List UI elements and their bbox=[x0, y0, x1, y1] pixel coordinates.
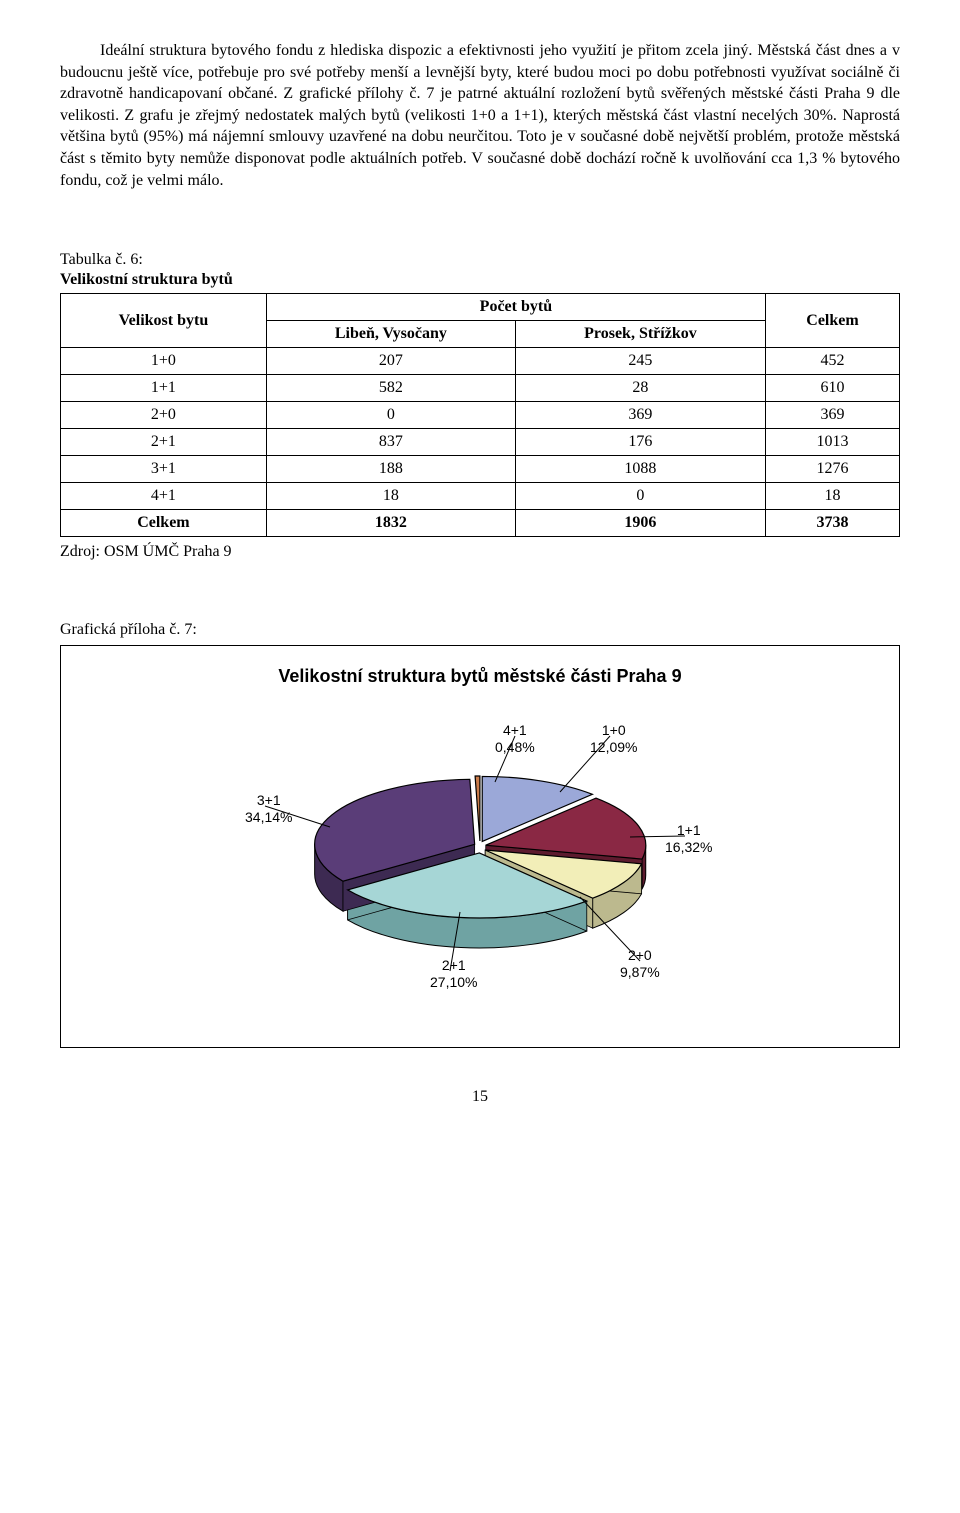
table-title: Velikostní struktura bytů bbox=[60, 271, 900, 289]
pie-chart: 1+012,09% 1+116,32% 2+09,87% 2+127,10% 3+134… bbox=[91, 717, 869, 1017]
table-cell: 176 bbox=[515, 429, 765, 456]
pie-slice-label: 2+09,87% bbox=[620, 947, 660, 981]
table-cell: 28 bbox=[515, 375, 765, 402]
table-cell: 2+0 bbox=[61, 402, 267, 429]
table-cell: 1906 bbox=[515, 510, 765, 537]
table-cell: 1+1 bbox=[61, 375, 267, 402]
table-cell: 582 bbox=[266, 375, 515, 402]
size-structure-table: Velikost bytu Počet bytů Celkem Libeň, V… bbox=[60, 293, 900, 537]
table-cell: 837 bbox=[266, 429, 515, 456]
pie-slice-label: 3+134,14% bbox=[245, 792, 292, 826]
table-cell: 245 bbox=[515, 348, 765, 375]
chart-title: Velikostní struktura bytů městské části … bbox=[91, 666, 869, 687]
pie-slice-label: 4+10,48% bbox=[495, 722, 535, 756]
table-row: 2+18371761013 bbox=[61, 429, 900, 456]
table-cell: 1276 bbox=[765, 456, 899, 483]
table-row: 1+158228610 bbox=[61, 375, 900, 402]
table-cell: 18 bbox=[266, 483, 515, 510]
table-cell: 207 bbox=[266, 348, 515, 375]
table-row: 2+00369369 bbox=[61, 402, 900, 429]
pie-slice-label: 1+012,09% bbox=[590, 722, 637, 756]
th-prosek: Prosek, Střížkov bbox=[515, 321, 765, 348]
table-cell: 369 bbox=[515, 402, 765, 429]
chart-caption: Grafická příloha č. 7: bbox=[60, 621, 900, 639]
pie-svg bbox=[220, 717, 740, 997]
table-cell: 0 bbox=[515, 483, 765, 510]
table-cell: 1013 bbox=[765, 429, 899, 456]
table-cell: 1832 bbox=[266, 510, 515, 537]
body-paragraph: Ideální struktura bytového fondu z hledi… bbox=[60, 40, 900, 191]
table-cell: 369 bbox=[765, 402, 899, 429]
table-cell: 1088 bbox=[515, 456, 765, 483]
table-cell: 1+0 bbox=[61, 348, 267, 375]
th-size: Velikost bytu bbox=[61, 294, 267, 348]
table-cell: 610 bbox=[765, 375, 899, 402]
table-caption: Tabulka č. 6: bbox=[60, 251, 900, 269]
table-cell: 18 bbox=[765, 483, 899, 510]
table-cell: 2+1 bbox=[61, 429, 267, 456]
table-row: 4+118018 bbox=[61, 483, 900, 510]
page-number: 15 bbox=[60, 1088, 900, 1106]
table-row: 3+118810881276 bbox=[61, 456, 900, 483]
table-cell: 452 bbox=[765, 348, 899, 375]
table-cell: Celkem bbox=[61, 510, 267, 537]
chart-box: Velikostní struktura bytů městské části … bbox=[60, 645, 900, 1048]
table-cell: 4+1 bbox=[61, 483, 267, 510]
table-cell: 0 bbox=[266, 402, 515, 429]
pie-slice-label: 1+116,32% bbox=[665, 822, 712, 856]
pie-slice-label: 2+127,10% bbox=[430, 957, 477, 991]
table-source: Zdroj: OSM ÚMČ Praha 9 bbox=[60, 543, 900, 561]
th-liben: Libeň, Vysočany bbox=[266, 321, 515, 348]
table-cell: 3738 bbox=[765, 510, 899, 537]
table-cell: 188 bbox=[266, 456, 515, 483]
th-total: Celkem bbox=[765, 294, 899, 348]
table-row: 1+0207245452 bbox=[61, 348, 900, 375]
th-count-group: Počet bytů bbox=[266, 294, 765, 321]
table-cell: 3+1 bbox=[61, 456, 267, 483]
table-row: Celkem183219063738 bbox=[61, 510, 900, 537]
